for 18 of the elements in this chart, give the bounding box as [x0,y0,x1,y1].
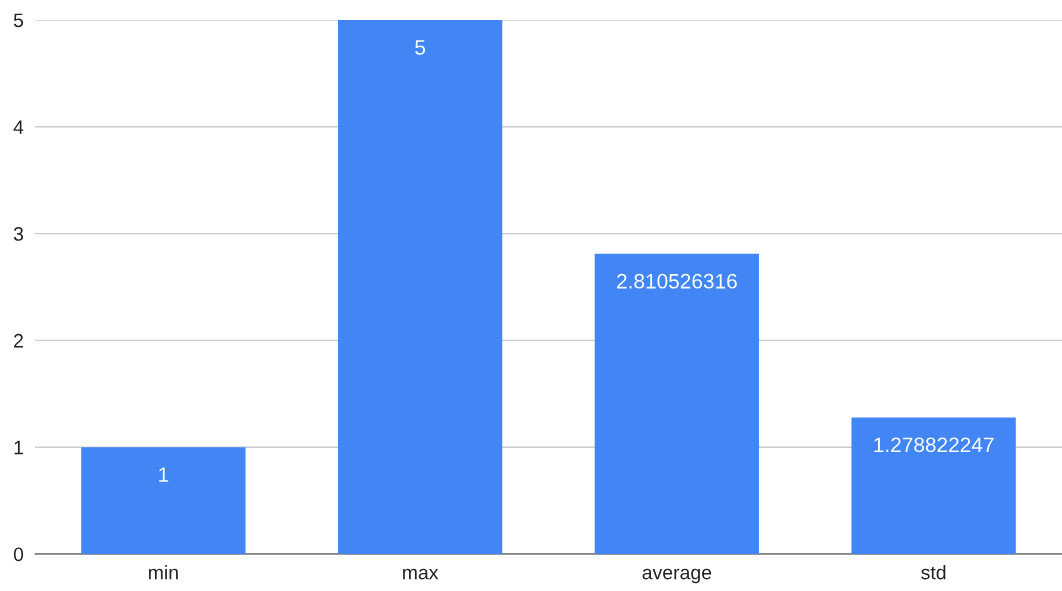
data-label: 2.810526316 [617,273,737,289]
data-label: 1 [159,467,169,482]
bar [337,20,503,554]
y-tick-label: 0 [13,547,24,562]
x-tick-label: average [642,568,712,584]
y-tick-label: 5 [13,13,24,28]
data-label: 1.278822247 [874,437,994,453]
y-tick-label: 2 [14,333,23,348]
x-tick-label: std [921,565,946,580]
y-tick-label: 3 [13,227,24,241]
x-tick-label: max [403,568,439,580]
bar [851,417,1016,554]
x-tick-label: min [149,565,178,580]
y-tick-label: 1 [14,440,23,455]
bar [594,253,760,554]
data-label: 5 [415,40,426,55]
bar [81,447,246,554]
y-tick-label: 4 [13,120,24,134]
